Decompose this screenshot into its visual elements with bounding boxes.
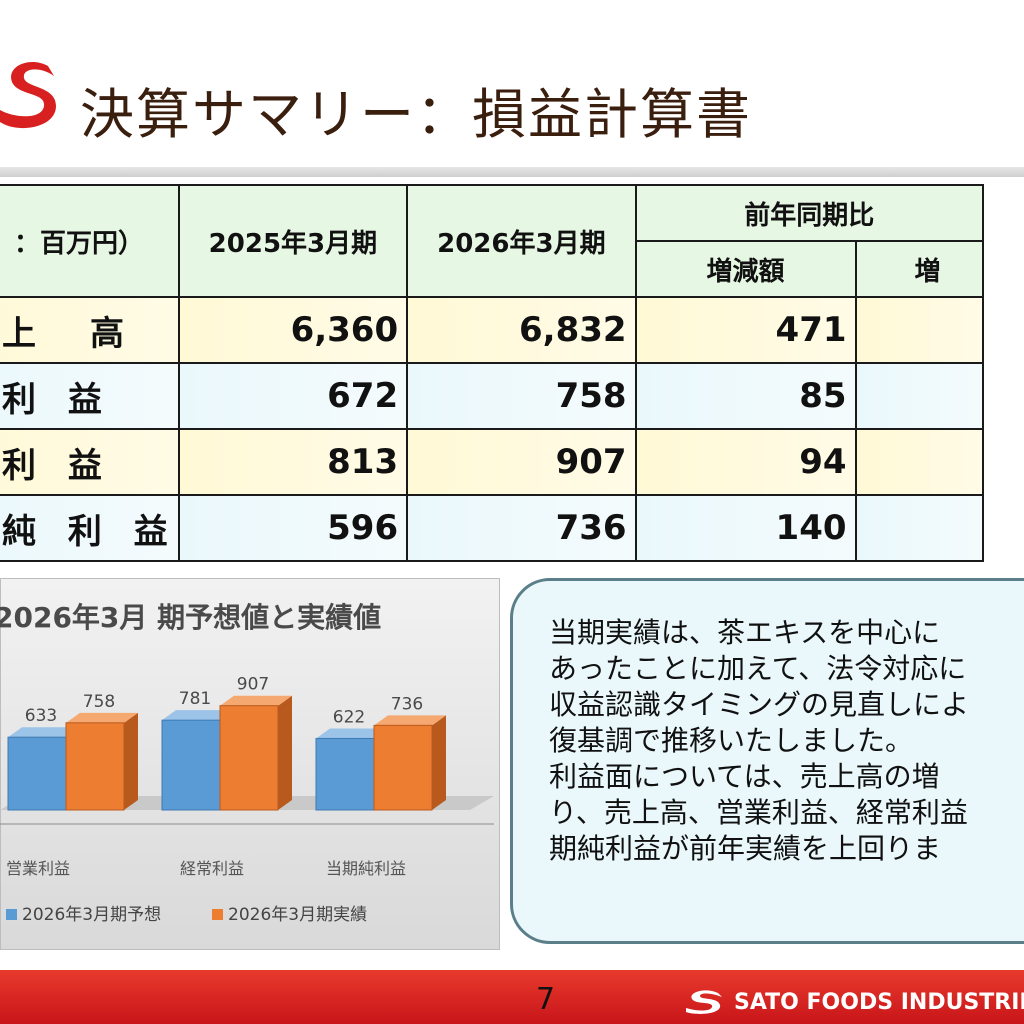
data-label: 633 bbox=[25, 706, 57, 726]
legend-label: 2026年3月期予想 bbox=[22, 905, 161, 925]
bar-2-1 bbox=[373, 715, 446, 811]
bar-front bbox=[315, 737, 375, 811]
bar-top bbox=[8, 727, 80, 738]
category-label: 経常利益 bbox=[180, 859, 244, 878]
summary-line: 利益面については、売上高の増 bbox=[549, 760, 940, 793]
bar-front bbox=[65, 722, 125, 811]
bar-top bbox=[162, 710, 234, 721]
row-label: 純 利 益 bbox=[0, 494, 180, 562]
cell-2026: 758 bbox=[406, 362, 637, 430]
bar-side bbox=[124, 712, 138, 810]
cell-2025: 596 bbox=[177, 494, 409, 562]
bar-side bbox=[278, 695, 292, 810]
col-header-rate: 増 bbox=[854, 240, 985, 298]
cell-rate bbox=[854, 428, 985, 496]
page-number: 7 bbox=[536, 982, 556, 1017]
bar-top bbox=[220, 695, 292, 706]
bar-front bbox=[219, 705, 279, 811]
page-title: 決算サマリー：損益計算書 bbox=[80, 83, 752, 146]
cell-rate bbox=[854, 494, 985, 562]
row-label: 利 益 bbox=[0, 428, 180, 496]
col-header-yoy: 前年同期比 bbox=[634, 184, 985, 242]
chart-title: 2026年3月 期予想値と実績値 bbox=[0, 601, 382, 634]
data-label: 907 bbox=[237, 675, 269, 695]
legend-swatch bbox=[212, 909, 223, 920]
summary-line: 当期実績は、茶エキスを中心に bbox=[549, 616, 941, 649]
row-label: 上 高 bbox=[0, 296, 180, 364]
data-label: 758 bbox=[83, 692, 115, 712]
cell-change: 471 bbox=[634, 296, 857, 364]
cell-change: 140 bbox=[634, 494, 857, 562]
summary-line: 復基調で推移いたしました。 bbox=[549, 724, 914, 757]
cell-2025: 672 bbox=[177, 362, 409, 430]
bar-top bbox=[66, 712, 138, 723]
summary-line: あったことに加えて、法令対応に bbox=[549, 652, 967, 685]
footer-brand: SATO FOODS INDUSTRIES bbox=[734, 990, 1024, 1015]
legend-label: 2026年3月期実績 bbox=[228, 905, 367, 925]
cell-2026: 736 bbox=[406, 494, 637, 562]
col-header-2026: 2026年3月期 bbox=[406, 184, 637, 298]
bar-0-1 bbox=[65, 712, 138, 811]
bar-front bbox=[373, 724, 433, 811]
footer-bar bbox=[0, 970, 1024, 1024]
bar-front bbox=[161, 719, 221, 811]
summary-text-box: 当期実績は、茶エキスを中心に あったことに加えて、法令対応に 収益認識タイミング… bbox=[510, 578, 1024, 944]
bar-1-1 bbox=[219, 695, 292, 811]
data-label: 736 bbox=[391, 694, 423, 714]
data-label: 781 bbox=[179, 689, 211, 709]
title-divider bbox=[0, 167, 1024, 177]
cell-2026: 6,832 bbox=[406, 296, 637, 364]
category-label: 当期純利益 bbox=[326, 859, 406, 878]
bar-front bbox=[7, 736, 67, 811]
footer-logo-icon bbox=[686, 990, 722, 1014]
row-label: 利 益 bbox=[0, 362, 180, 430]
unit-header: ：百万円） bbox=[0, 184, 180, 298]
cell-change: 85 bbox=[634, 362, 857, 430]
table-row: 利 益 813 907 94 bbox=[0, 428, 985, 496]
income-statement-table: ：百万円） 2025年3月期 2026年3月期 前年同期比 増減額 増 上 高 … bbox=[0, 184, 985, 562]
summary-line: 期純利益が前年実績を上回りま bbox=[549, 832, 942, 865]
cell-2026: 907 bbox=[406, 428, 637, 496]
col-header-change: 増減額 bbox=[634, 240, 857, 298]
category-label: 営業利益 bbox=[6, 859, 70, 878]
table-row: 上 高 6,360 6,832 471 bbox=[0, 296, 985, 364]
cell-rate bbox=[854, 296, 985, 364]
forecast-vs-actual-chart: 633 758 営業利益 781 907 経常利益 622 736 当期純利益 2026年3月期予… bbox=[0, 675, 494, 925]
summary-line: り、売上高、営業利益、経常利益 bbox=[549, 796, 968, 829]
legend-swatch bbox=[6, 909, 17, 920]
cell-2025: 6,360 bbox=[177, 296, 409, 364]
bar-top bbox=[374, 715, 446, 726]
bar-side bbox=[432, 715, 446, 810]
cell-rate bbox=[854, 362, 985, 430]
table-row: 純 利 益 596 736 140 bbox=[0, 494, 985, 562]
data-label: 622 bbox=[333, 707, 365, 727]
summary-line: 収益認識タイミングの見直しによ bbox=[549, 688, 970, 721]
cell-2025: 813 bbox=[177, 428, 409, 496]
table-row: 利 益 672 758 85 bbox=[0, 362, 985, 430]
col-header-2025: 2025年3月期 bbox=[177, 184, 409, 298]
bar-top bbox=[316, 728, 388, 739]
cell-change: 94 bbox=[634, 428, 857, 496]
company-logo-icon bbox=[0, 61, 56, 129]
